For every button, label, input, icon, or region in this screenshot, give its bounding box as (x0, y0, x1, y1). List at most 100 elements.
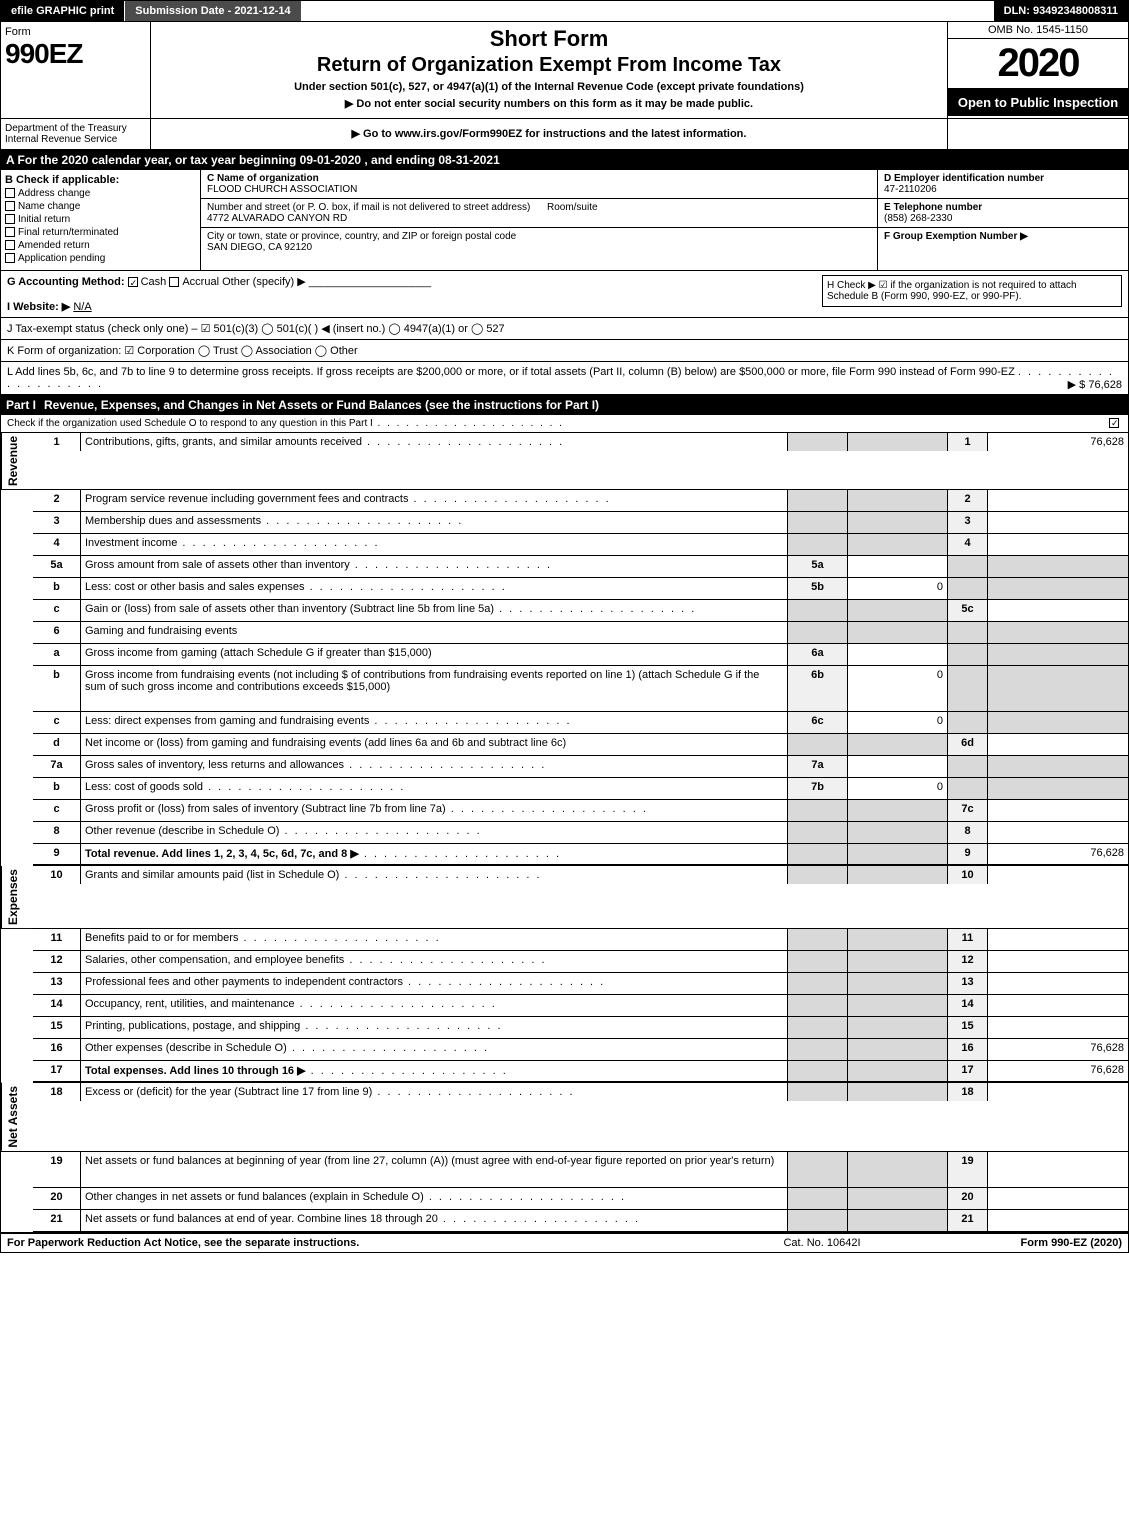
gross-receipts: ▶ $ 76,628 (1068, 378, 1122, 391)
line-6c: c Less: direct expenses from gaming and … (33, 712, 1128, 734)
form-word: Form (5, 26, 146, 38)
line-9: 9 Total revenue. Add lines 1, 2, 3, 4, 5… (33, 844, 1128, 866)
open-public: Open to Public Inspection (948, 89, 1128, 116)
submission-date: Submission Date - 2021-12-14 (125, 1, 300, 21)
line-6b: b Gross income from fundraising events (… (33, 666, 1128, 712)
line-17-value: 76,628 (988, 1061, 1128, 1081)
part-1-label: Part I (6, 398, 44, 412)
entity-block: B Check if applicable: Address change Na… (0, 170, 1129, 271)
accounting-label: G Accounting Method: (7, 276, 125, 288)
org-city: SAN DIEGO, CA 92120 (207, 242, 312, 253)
under-section: Under section 501(c), 527, or 4947(a)(1)… (157, 81, 941, 93)
section-def: D Employer identification number 47-2110… (878, 170, 1128, 270)
line-6a: a Gross income from gaming (attach Sched… (33, 644, 1128, 666)
form-number-cell: Form 990EZ (1, 22, 151, 118)
website-label: I Website: ▶ (7, 301, 70, 313)
line-5a: 5a Gross amount from sale of assets othe… (33, 556, 1128, 578)
row-g: G Accounting Method: Cash Accrual Other … (0, 271, 1129, 318)
line-1-value: 76,628 (988, 433, 1128, 451)
short-form-title: Short Form (157, 26, 941, 52)
row-k: K Form of organization: ☑ Corporation ◯ … (0, 340, 1129, 362)
line-7b: b Less: cost of goods sold 7b 0 (33, 778, 1128, 800)
form-990ez: 990EZ (5, 38, 146, 70)
header-right: OMB No. 1545-1150 2020 Open to Public In… (948, 22, 1128, 118)
org-name: FLOOD CHURCH ASSOCIATION (207, 184, 357, 195)
checkbox-amended-return[interactable] (5, 240, 15, 250)
efile-print-button[interactable]: efile GRAPHIC print (1, 1, 125, 21)
row-j: J Tax-exempt status (check only one) – ☑… (0, 318, 1129, 340)
line-6d: d Net income or (loss) from gaming and f… (33, 734, 1128, 756)
line-7c: c Gross profit or (loss) from sales of i… (33, 800, 1128, 822)
checkbox-cash[interactable] (128, 277, 138, 287)
section-b: B Check if applicable: Address change Na… (1, 170, 201, 270)
line-16-value: 76,628 (988, 1039, 1128, 1060)
dept-treasury: Department of the Treasury Internal Reve… (1, 119, 151, 149)
line-17: 17 Total expenses. Add lines 10 through … (33, 1061, 1128, 1083)
phone-label: E Telephone number (884, 202, 982, 213)
line-20: 20 Other changes in net assets or fund b… (33, 1188, 1128, 1210)
name-label: C Name of organization (207, 173, 319, 184)
row-l: L Add lines 5b, 6c, and 7b to line 9 to … (0, 362, 1129, 395)
part-1-lines: Revenue 1 Contributions, gifts, grants, … (0, 433, 1129, 1232)
section-h: H Check ▶ ☑ if the organization is not r… (822, 275, 1122, 307)
line-19: 19 Net assets or fund balances at beginn… (33, 1152, 1128, 1188)
checkbox-name-change[interactable] (5, 201, 15, 211)
line-2: 2 Program service revenue including gove… (33, 490, 1128, 512)
paperwork-notice: For Paperwork Reduction Act Notice, see … (7, 1237, 722, 1249)
goto-link[interactable]: ▶ Go to www.irs.gov/Form990EZ for instru… (151, 119, 948, 149)
section-b-label: B Check if applicable: (5, 174, 196, 186)
return-title: Return of Organization Exempt From Incom… (157, 54, 941, 77)
revenue-label: Revenue (1, 433, 33, 489)
net-assets-label: Net Assets (1, 1083, 33, 1151)
ein-label: D Employer identification number (884, 173, 1044, 184)
ein-value: 47-2110206 (884, 184, 937, 195)
checkbox-address-change[interactable] (5, 188, 15, 198)
dept-row: Department of the Treasury Internal Reve… (0, 119, 1129, 150)
footer: For Paperwork Reduction Act Notice, see … (0, 1232, 1129, 1253)
line-5b: b Less: cost or other basis and sales ex… (33, 578, 1128, 600)
tax-year: 2020 (948, 39, 1128, 89)
part-1-header: Part I Revenue, Expenses, and Changes in… (0, 395, 1129, 415)
city-label: City or town, state or province, country… (207, 231, 516, 242)
line-7a: 7a Gross sales of inventory, less return… (33, 756, 1128, 778)
line-15: 15 Printing, publications, postage, and … (33, 1017, 1128, 1039)
omb-number: OMB No. 1545-1150 (948, 22, 1128, 39)
section-c: C Name of organization FLOOD CHURCH ASSO… (201, 170, 878, 270)
room-label: Room/suite (547, 202, 598, 213)
checkbox-schedule-o[interactable] (1109, 418, 1119, 428)
cat-no: Cat. No. 10642I (722, 1237, 922, 1249)
part-1-title: Revenue, Expenses, and Changes in Net As… (44, 398, 1123, 412)
no-ssn-note: ▶ Do not enter social security numbers o… (157, 97, 941, 110)
line-18: Net Assets 18 Excess or (deficit) for th… (1, 1083, 1128, 1152)
line-10: Expenses 10 Grants and similar amounts p… (1, 866, 1128, 929)
group-exemption-label: F Group Exemption Number ▶ (884, 231, 1028, 242)
line-11: 11 Benefits paid to or for members 11 (33, 929, 1128, 951)
addr-label: Number and street (or P. O. box, if mail… (207, 202, 530, 213)
line-1: Revenue 1 Contributions, gifts, grants, … (1, 433, 1128, 490)
checkbox-initial-return[interactable] (5, 214, 15, 224)
line-14: 14 Occupancy, rent, utilities, and maint… (33, 995, 1128, 1017)
line-5c: c Gain or (loss) from sale of assets oth… (33, 600, 1128, 622)
line-8: 8 Other revenue (describe in Schedule O)… (33, 822, 1128, 844)
checkbox-accrual[interactable] (169, 277, 179, 287)
line-16: 16 Other expenses (describe in Schedule … (33, 1039, 1128, 1061)
line-9-value: 76,628 (988, 844, 1128, 864)
checkbox-final-return[interactable] (5, 227, 15, 237)
org-address: 4772 ALVARADO CANYON RD (207, 213, 347, 224)
checkbox-application-pending[interactable] (5, 253, 15, 263)
line-4: 4 Investment income 4 (33, 534, 1128, 556)
form-ref: Form 990-EZ (2020) (922, 1237, 1122, 1249)
line-6: 6 Gaming and fundraising events (33, 622, 1128, 644)
form-title-cell: Short Form Return of Organization Exempt… (151, 22, 948, 118)
line-21: 21 Net assets or fund balances at end of… (33, 1210, 1128, 1232)
part-1-checkline: Check if the organization used Schedule … (0, 415, 1129, 433)
line-12: 12 Salaries, other compensation, and emp… (33, 951, 1128, 973)
website-value: N/A (73, 301, 91, 313)
line-13: 13 Professional fees and other payments … (33, 973, 1128, 995)
phone-value: (858) 268-2330 (884, 213, 952, 224)
line-3: 3 Membership dues and assessments 3 (33, 512, 1128, 534)
expenses-label: Expenses (1, 866, 33, 928)
tax-year-bar: A For the 2020 calendar year, or tax yea… (0, 150, 1129, 170)
top-bar: efile GRAPHIC print Submission Date - 20… (0, 0, 1129, 22)
dln-label: DLN: 93492348008311 (994, 1, 1128, 21)
